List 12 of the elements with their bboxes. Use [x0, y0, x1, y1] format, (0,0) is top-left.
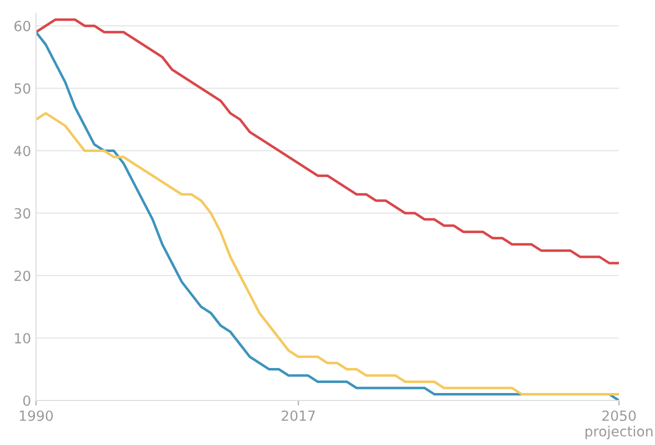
y-tick-label: 0	[23, 395, 30, 406]
line-series	[36, 18, 619, 264]
x-tick-label: 2050 projection	[586, 410, 652, 440]
y-tick-label: 60	[14, 20, 30, 32]
x-tick-label: 1990	[20, 410, 53, 421]
y-tick-label: 40	[14, 146, 30, 156]
line-series	[36, 112, 619, 396]
y-tick-label: 50	[14, 83, 30, 94]
x-tick-label: 2017	[282, 410, 315, 421]
y-tick-label: 10	[15, 333, 30, 344]
y-tick-label: 20	[14, 270, 30, 282]
y-tick-label: 30	[14, 208, 30, 219]
